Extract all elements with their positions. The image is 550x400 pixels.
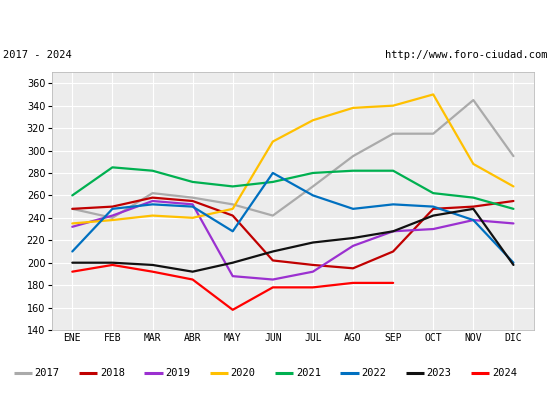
- Text: 2017: 2017: [35, 368, 59, 378]
- Text: 2021: 2021: [296, 368, 321, 378]
- Text: http://www.foro-ciudad.com: http://www.foro-ciudad.com: [385, 50, 547, 60]
- Text: 2023: 2023: [427, 368, 452, 378]
- Text: 2022: 2022: [361, 368, 386, 378]
- Text: 2018: 2018: [100, 368, 125, 378]
- Text: 2020: 2020: [230, 368, 256, 378]
- Text: 2024: 2024: [492, 368, 517, 378]
- Text: 2019: 2019: [165, 368, 190, 378]
- Text: Evolucion del paro registrado en Montefrío: Evolucion del paro registrado en Montefr…: [91, 13, 459, 29]
- Text: 2017 - 2024: 2017 - 2024: [3, 50, 72, 60]
